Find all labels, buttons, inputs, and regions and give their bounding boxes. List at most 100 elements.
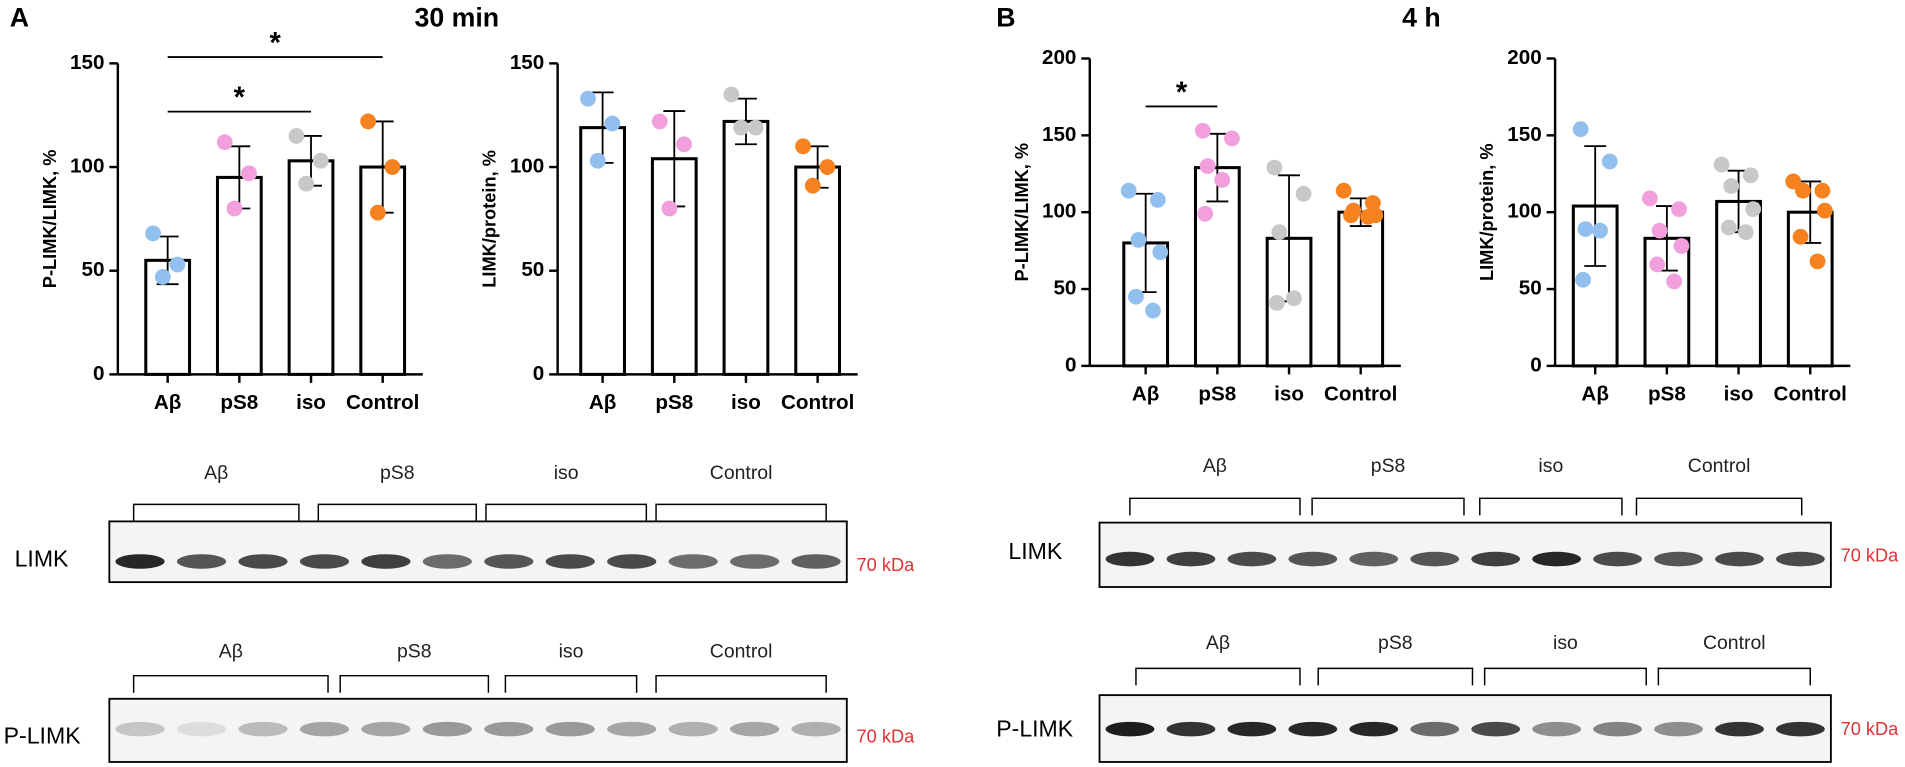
- lane-label: pS8: [380, 462, 415, 484]
- blot-band: [1715, 721, 1764, 737]
- lane-bracket: [1317, 667, 1474, 686]
- y-tick-label: 150: [510, 51, 544, 74]
- bar: [1193, 166, 1241, 368]
- data-point: [733, 119, 750, 136]
- blot-band: [361, 554, 411, 569]
- lane-label: Control: [710, 462, 773, 484]
- x-tick-label: pS8: [1198, 382, 1236, 405]
- y-tick-label: 50: [521, 258, 544, 281]
- data-point: [1575, 271, 1591, 288]
- data-point: [1120, 182, 1137, 199]
- blot-band: [115, 721, 165, 737]
- data-point: [1814, 182, 1831, 199]
- data-point: [1128, 288, 1144, 305]
- data-point: [1199, 158, 1216, 174]
- data-point: [804, 177, 821, 194]
- data-point: [1271, 224, 1288, 241]
- y-tick-label: 100: [1507, 200, 1541, 223]
- lane-bracket: [132, 674, 329, 693]
- significance-label: *: [270, 28, 282, 60]
- x-tick-label: iso: [1274, 382, 1304, 405]
- bar: [794, 165, 842, 376]
- data-point: [747, 119, 764, 136]
- data-point: [1809, 253, 1826, 270]
- y-tick-label: 100: [510, 154, 544, 177]
- panel-title: 4 h: [1402, 3, 1441, 33]
- lane-bracket: [132, 503, 300, 522]
- y-tick-label: 200: [1507, 46, 1541, 69]
- lane-label: Aβ: [1203, 455, 1227, 477]
- x-tick-label: Aβ: [154, 391, 182, 414]
- data-point: [1149, 192, 1166, 208]
- blot: Aβ pS8 iso Control P-LIMK 70 kDa: [4, 641, 915, 763]
- blot-band: [1288, 551, 1338, 567]
- blot-band: [484, 721, 534, 737]
- lane-bracket: [317, 503, 477, 522]
- data-point: [384, 159, 401, 175]
- y-tick-label: 0: [1065, 353, 1076, 376]
- y-tick-label: 150: [70, 51, 104, 74]
- lane-label: iso: [1538, 455, 1563, 477]
- blot-band: [791, 554, 841, 569]
- lane-label: Control: [1688, 455, 1751, 477]
- blot-band: [361, 721, 411, 737]
- x-tick-label: Aβ: [1581, 382, 1609, 405]
- blot-band: [607, 554, 657, 569]
- y-tick-label: 0: [1530, 353, 1541, 376]
- data-point: [1651, 222, 1668, 239]
- y-tick-label: 0: [93, 362, 104, 385]
- blot-band: [730, 721, 780, 737]
- data-point: [1713, 156, 1730, 173]
- data-point: [1723, 178, 1740, 194]
- bar: [579, 126, 626, 376]
- data-point: [369, 204, 386, 221]
- lane-bracket: [1135, 667, 1301, 686]
- blot-band: [1776, 721, 1825, 737]
- panel-label: A: [10, 3, 29, 33]
- data-point: [216, 134, 233, 151]
- blot-band: [668, 554, 718, 569]
- x-tick-label: iso: [296, 391, 326, 414]
- data-point: [1194, 122, 1211, 139]
- blot: Aβ pS8 iso Control LIMK 70 kDa: [1008, 455, 1900, 588]
- row-label: LIMK: [1008, 538, 1062, 564]
- data-point: [1795, 182, 1811, 199]
- blot-band: [1593, 721, 1642, 737]
- blot-band: [1227, 721, 1277, 737]
- data-point: [676, 136, 692, 153]
- y-tick-label: 0: [533, 362, 544, 385]
- marker-label: 70 kDa: [1841, 545, 1900, 565]
- blot-band: [1105, 721, 1155, 737]
- blot-band: [1532, 551, 1582, 567]
- blot-band: [1410, 551, 1460, 567]
- blot-frame: [108, 697, 848, 763]
- blot-band: [299, 721, 350, 737]
- data-point: [288, 128, 305, 144]
- blot-band: [176, 554, 227, 569]
- blot-frame: [108, 520, 848, 584]
- panel-label: B: [996, 3, 1015, 33]
- data-point: [1224, 130, 1240, 147]
- data-point: [360, 113, 377, 130]
- data-point: [1737, 224, 1754, 241]
- data-point: [145, 225, 161, 242]
- y-tick-label: 150: [1507, 123, 1541, 146]
- data-point: [1145, 302, 1161, 319]
- blot-band: [1166, 721, 1216, 737]
- blot: Aβ pS8 iso Control P-LIMK 70 kDa: [996, 632, 1899, 763]
- blot-band: [607, 721, 657, 737]
- data-point: [1295, 185, 1312, 202]
- blot-band: [1776, 551, 1825, 567]
- data-point: [169, 256, 186, 273]
- data-point: [1572, 121, 1589, 138]
- lane-bracket: [1479, 497, 1623, 516]
- data-point: [1152, 244, 1169, 261]
- error-bar: [1206, 132, 1229, 203]
- data-point: [1649, 256, 1666, 273]
- data-point: [1720, 219, 1737, 236]
- x-tick-label: Control: [346, 391, 419, 414]
- lane-bracket: [1635, 497, 1803, 516]
- data-point: [819, 159, 836, 175]
- blot-frame: [1098, 521, 1832, 588]
